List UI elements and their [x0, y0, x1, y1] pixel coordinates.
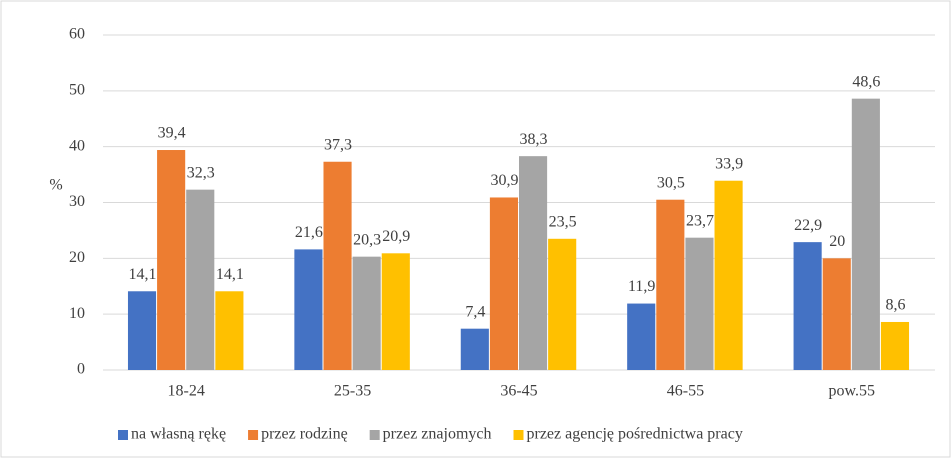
bar [685, 237, 714, 370]
legend-swatch [248, 430, 259, 440]
x-tick-label: 36-45 [500, 383, 537, 400]
value-label: 48,6 [852, 73, 880, 90]
value-label: 21,6 [295, 224, 323, 241]
legend-swatch [118, 430, 128, 440]
value-label: 39,4 [158, 125, 186, 142]
bar [793, 242, 822, 370]
value-label: 38,3 [520, 131, 548, 148]
bar [186, 189, 215, 370]
legend-swatch [369, 430, 380, 440]
bar [656, 199, 685, 370]
value-label: 30,9 [490, 172, 518, 189]
bar [215, 291, 244, 370]
x-tick-label: 18-24 [168, 383, 205, 400]
bar [460, 328, 489, 370]
bar [157, 150, 186, 370]
bar [489, 197, 518, 370]
value-label: 20,3 [353, 231, 381, 248]
x-tick-label: 25-35 [334, 383, 371, 400]
y-tick-label: 30 [69, 193, 85, 210]
bar [127, 291, 157, 370]
legend-swatch [513, 430, 524, 440]
bar [519, 156, 548, 370]
y-tick-label: 40 [69, 137, 85, 154]
value-label: 7,4 [465, 303, 485, 320]
value-label: 20 [829, 233, 845, 250]
bar [714, 180, 743, 370]
bar [352, 256, 381, 370]
value-label: 23,5 [549, 213, 577, 230]
x-tick-label: pow.55 [829, 383, 876, 400]
y-tick-label: 0 [77, 361, 85, 378]
y-tick-label: 50 [69, 82, 85, 99]
value-label: 30,5 [657, 174, 685, 191]
value-label: 20,9 [382, 228, 410, 245]
legend-label: na własną rękę [131, 426, 226, 443]
value-label: 23,7 [686, 212, 714, 229]
bar [851, 98, 880, 371]
x-tick-label: 46-55 [667, 383, 704, 400]
bar [548, 238, 577, 370]
y-axis-label: % [49, 177, 62, 194]
bar [323, 161, 352, 370]
legend-label: przez znajomych [383, 426, 492, 443]
bar [822, 258, 851, 370]
value-label: 11,9 [628, 278, 655, 295]
value-label: 14,1 [129, 266, 157, 283]
bar [880, 321, 910, 370]
value-label: 22,9 [794, 217, 822, 234]
bar [381, 253, 410, 370]
y-tick-label: 20 [69, 249, 85, 266]
value-label: 14,1 [216, 266, 244, 283]
bar [627, 303, 656, 370]
value-label: 8,6 [885, 297, 905, 314]
value-label: 33,9 [715, 155, 743, 172]
legend-label: przez rodzinę [261, 426, 348, 443]
bar [294, 249, 323, 370]
value-label: 32,3 [187, 164, 215, 181]
y-tick-label: 60 [69, 26, 85, 43]
legend-label: przez agencję pośrednictwa pracy [527, 426, 743, 443]
value-label: 37,3 [324, 136, 352, 153]
y-tick-label: 10 [69, 305, 85, 322]
